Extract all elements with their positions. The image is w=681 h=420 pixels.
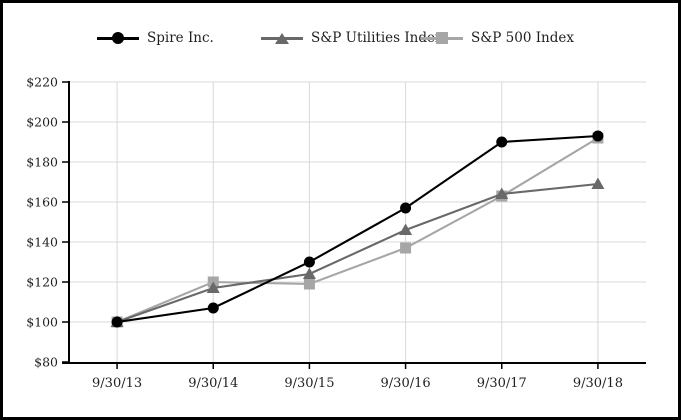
y-axis-label: $180 (26, 155, 58, 170)
x-axis-label: 9/30/13 (92, 376, 142, 391)
x-axis-label: 9/30/17 (477, 376, 527, 391)
x-axis-label: 9/30/18 (573, 376, 623, 391)
x-axis-label: 9/30/16 (381, 376, 431, 391)
y-axis-label: $200 (26, 115, 58, 130)
y-axis-label: $100 (26, 315, 58, 330)
data-point-circle (400, 202, 412, 214)
y-axis-label: $80 (34, 355, 58, 370)
legend-label: S&P Utilities Index (311, 30, 443, 46)
data-point-circle (592, 130, 604, 142)
legend-item: S&P 500 Index (421, 30, 574, 46)
legend-item: S&P Utilities Index (261, 30, 443, 46)
data-point-square (400, 242, 412, 254)
series-line-2 (116, 137, 599, 323)
square-marker-icon (436, 32, 448, 44)
y-axis-label: $160 (26, 195, 58, 210)
chart-legend: Spire Inc. S&P Utilities Index S&P 500 I… (0, 27, 681, 49)
legend-swatch (97, 31, 139, 45)
legend-item: Spire Inc. (97, 30, 261, 46)
data-point-triangle (495, 187, 509, 199)
data-point-triangle (591, 177, 605, 189)
series-line-1 (116, 182, 599, 323)
data-point-circle (207, 302, 219, 314)
x-axis-label: 9/30/15 (284, 376, 334, 391)
circle-marker-icon (112, 32, 124, 44)
legend-swatch (421, 31, 463, 45)
data-point-circle (303, 256, 315, 268)
data-point-circle (111, 316, 123, 328)
triangle-marker-icon (275, 32, 289, 44)
x-axis-label: 9/30/14 (188, 376, 238, 391)
y-axis-label: $220 (26, 75, 58, 90)
data-point-square (303, 278, 315, 290)
data-point-triangle (206, 281, 220, 293)
legend-swatch (261, 31, 303, 45)
series-line-0 (116, 134, 598, 324)
legend-label: S&P 500 Index (471, 30, 574, 46)
data-point-circle (496, 136, 508, 148)
data-point-triangle (399, 223, 413, 235)
legend-label: Spire Inc. (147, 30, 214, 46)
y-axis-label: $140 (26, 235, 58, 250)
y-axis-label: $120 (26, 275, 58, 290)
data-point-triangle (302, 267, 316, 279)
